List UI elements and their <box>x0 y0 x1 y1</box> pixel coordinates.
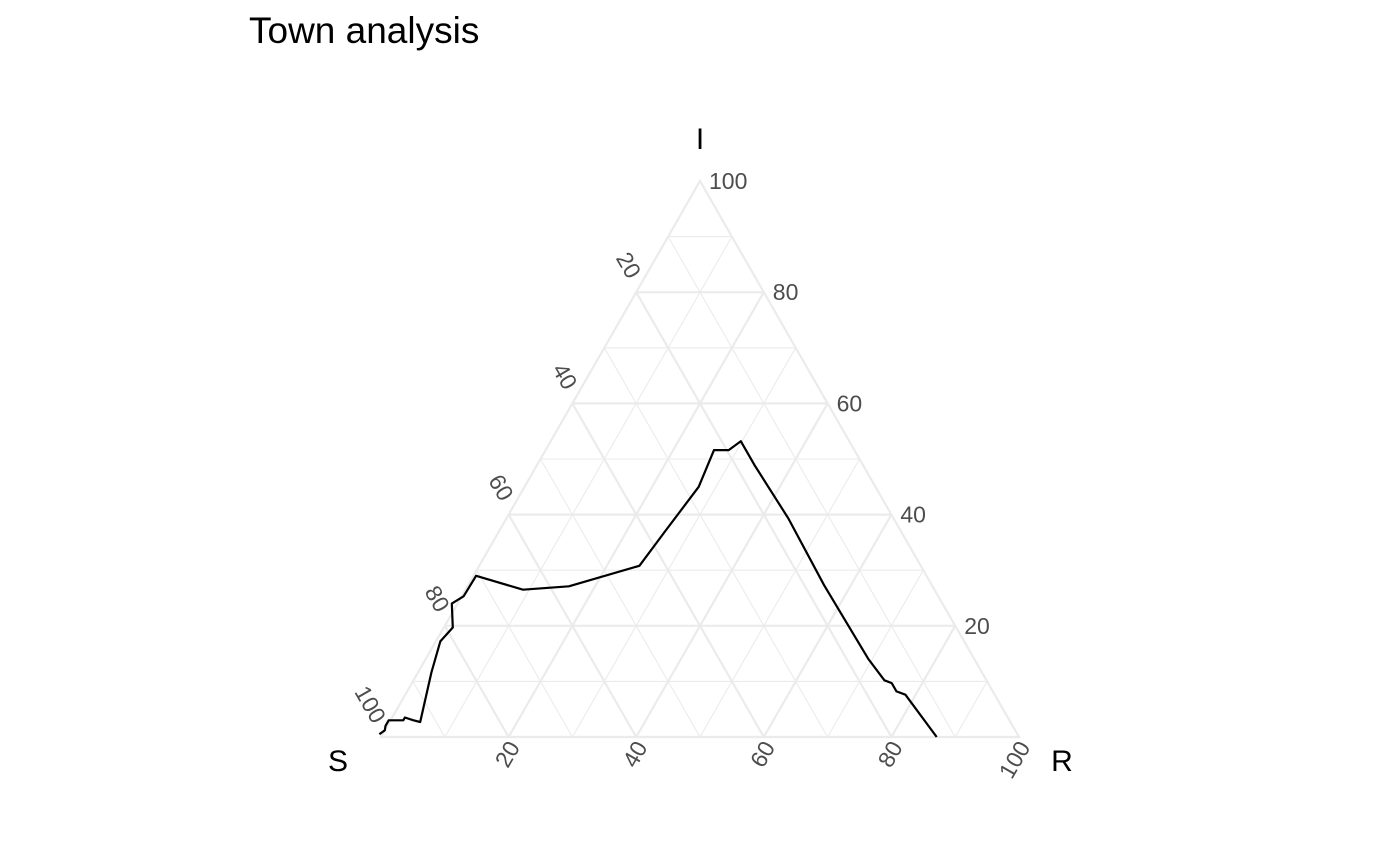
series-line-0 <box>378 440 938 738</box>
tick-label-i-100: 100 <box>709 168 747 194</box>
gridline-s-10 <box>667 236 956 738</box>
triangle-border <box>379 178 1021 739</box>
tick-label-i-20: 20 <box>964 613 990 639</box>
gridline-s-70 <box>476 569 573 738</box>
tick-label-s-20: 20 <box>611 248 646 283</box>
tick-label-r-20: 20 <box>490 737 525 772</box>
tick-label-i-80: 80 <box>773 279 799 305</box>
tick-label-r-40: 40 <box>617 737 652 772</box>
gridlines <box>412 236 988 738</box>
gridline-r-70 <box>827 569 924 738</box>
gridline-s-50 <box>540 458 701 738</box>
tick-label-r-80: 80 <box>872 737 907 772</box>
tick-label-i-40: 40 <box>900 502 926 528</box>
series-layer <box>378 440 938 738</box>
tick-label-s-100: 100 <box>349 681 391 727</box>
gridline-r-80 <box>890 625 957 738</box>
tick-label-r-60: 60 <box>745 737 780 772</box>
tick-label-r-100: 100 <box>994 737 1036 783</box>
chart-title: Town analysis <box>249 10 479 51</box>
tick-label-s-80: 80 <box>420 581 455 616</box>
tick-label-s-40: 40 <box>547 359 582 394</box>
gridline-s-80 <box>443 625 510 738</box>
tick-labels: 20 40 60 80 100 20 40 60 80 100 20 40 60 80 100 <box>349 168 1035 783</box>
gridline-r-50 <box>699 458 860 738</box>
vertex-label-i: I <box>696 123 704 156</box>
gridline-r-30 <box>571 347 797 738</box>
gridline-r-90 <box>954 681 988 738</box>
triangle-outline <box>379 178 1021 739</box>
gridline-r-10 <box>444 236 733 738</box>
tick-label-i-60: 60 <box>837 390 863 416</box>
vertex-label-s: S <box>328 745 348 778</box>
gridline-r-60 <box>762 514 893 738</box>
gridline-s-30 <box>603 347 829 738</box>
gridline-s-90 <box>412 681 446 738</box>
vertex-label-r: R <box>1051 745 1073 778</box>
gridline-s-60 <box>507 514 638 738</box>
tick-label-s-60: 60 <box>483 470 518 505</box>
